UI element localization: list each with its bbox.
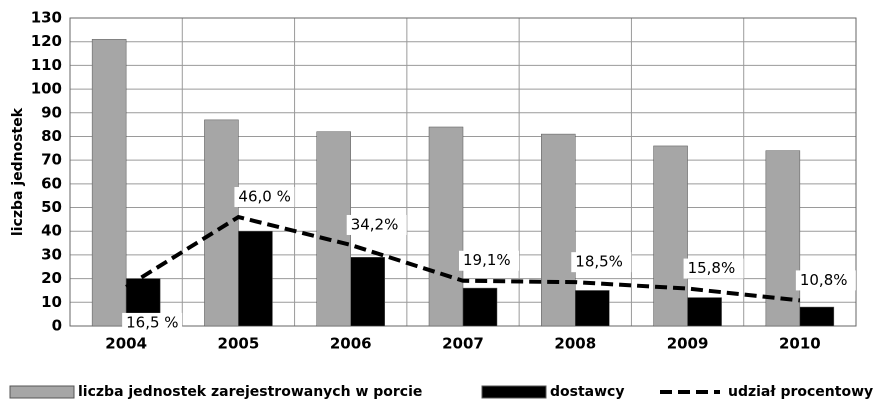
data-label: 10,8% xyxy=(800,271,848,289)
y-tick-label: 120 xyxy=(31,32,62,50)
x-tick-label: 2009 xyxy=(667,335,709,353)
bar xyxy=(238,230,273,327)
x-tick-label: 2005 xyxy=(218,335,260,353)
data-label: 15,8% xyxy=(688,259,736,277)
label-bg xyxy=(571,252,632,273)
line xyxy=(125,214,801,303)
y-tick-label: 110 xyxy=(31,56,62,74)
label-bg xyxy=(234,187,295,208)
y-tick-label: 50 xyxy=(41,198,62,216)
x-tick-label: 2007 xyxy=(442,335,484,353)
label-bg xyxy=(346,214,407,235)
y-tick-label: 30 xyxy=(41,245,62,263)
label-bg xyxy=(683,258,744,279)
x-tick-label: 2006 xyxy=(330,335,372,353)
legend-swatch xyxy=(9,385,75,399)
bar xyxy=(575,290,610,327)
bar xyxy=(350,257,385,327)
y-tick-label: 40 xyxy=(41,222,62,240)
bar xyxy=(204,119,239,327)
y-tick-label: 90 xyxy=(41,103,62,121)
y-axis-label: liczba jednostek xyxy=(10,107,26,236)
y-tick-label: 20 xyxy=(41,269,62,287)
legend-label: dostawcy xyxy=(550,384,624,400)
data-label: 18,5% xyxy=(575,253,623,271)
legend-label: liczba jednostek zarejestrowanych w porc… xyxy=(78,384,422,400)
bar xyxy=(428,126,464,327)
y-tick-label: 10 xyxy=(41,293,62,311)
bar xyxy=(687,297,722,327)
y-tick-label: 130 xyxy=(31,9,62,27)
y-tick-label: 0 xyxy=(52,317,62,335)
y-tick-label: 70 xyxy=(41,151,62,169)
data-label: 46,0 % xyxy=(238,188,290,206)
y-tick-label: 60 xyxy=(41,174,62,192)
legend-label: udział procentowy xyxy=(728,384,873,400)
label-bg xyxy=(795,270,856,291)
x-tick-label: 2010 xyxy=(779,335,821,353)
y-tick-label: 80 xyxy=(41,127,62,145)
bar xyxy=(462,287,498,327)
bar xyxy=(91,39,127,327)
x-tick-label: 2008 xyxy=(554,335,596,353)
data-label: 16,5 % xyxy=(126,313,178,331)
label-bg xyxy=(459,250,519,271)
bar xyxy=(541,133,576,327)
bar xyxy=(653,145,688,327)
data-label: 19,1% xyxy=(463,251,511,269)
bar xyxy=(316,131,351,327)
legend-swatch xyxy=(481,385,547,399)
bar xyxy=(799,306,835,327)
y-tick-label: 100 xyxy=(31,80,62,98)
x-tick-label: 2004 xyxy=(105,335,147,353)
label-bg xyxy=(122,312,183,333)
data-label: 34,2% xyxy=(351,215,399,233)
